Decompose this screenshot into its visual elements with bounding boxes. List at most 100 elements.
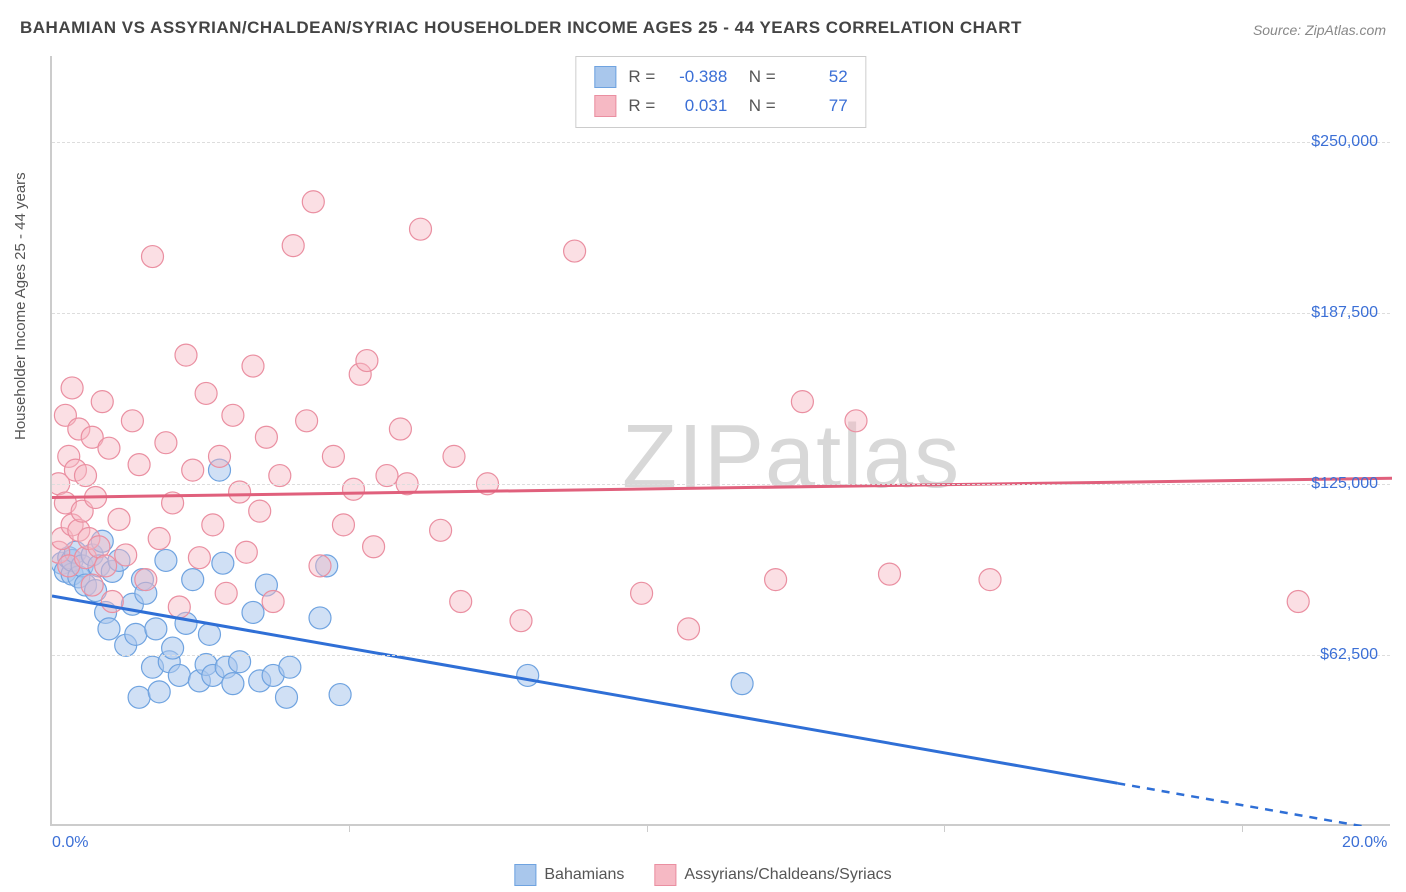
data-point [61, 377, 83, 399]
data-point [430, 519, 452, 541]
correlation-stats-box: R = -0.388 N = 52 R = 0.031 N = 77 [575, 56, 866, 128]
gridline-h [52, 142, 1390, 143]
data-point [222, 404, 244, 426]
stat-n-label: N = [739, 63, 775, 92]
data-point [98, 437, 120, 459]
stat-r-value-1: -0.388 [667, 63, 727, 92]
data-point [262, 591, 284, 613]
data-point [98, 618, 120, 640]
x-tick [944, 824, 945, 832]
legend-label-1: Bahamians [544, 866, 624, 884]
data-point [309, 607, 331, 629]
data-point [410, 218, 432, 240]
x-tick-label: 20.0% [1342, 834, 1387, 852]
legend-item-series2: Assyrians/Chaldeans/Syriacs [654, 864, 891, 886]
data-point [309, 555, 331, 577]
data-point [128, 686, 150, 708]
legend-swatch-1 [514, 864, 536, 886]
stats-row-series1: R = -0.388 N = 52 [594, 63, 847, 92]
source-attribution: Source: ZipAtlas.com [1253, 22, 1386, 38]
legend-item-series1: Bahamians [514, 864, 624, 886]
data-point [81, 574, 103, 596]
data-point [389, 418, 411, 440]
data-point [175, 344, 197, 366]
data-point [765, 569, 787, 591]
stat-n-label: N = [739, 92, 775, 121]
gridline-h [52, 313, 1390, 314]
data-point [282, 235, 304, 257]
data-point [135, 569, 157, 591]
data-point [1287, 591, 1309, 613]
stat-n-value-2: 77 [788, 92, 848, 121]
gridline-h [52, 484, 1390, 485]
data-point [155, 432, 177, 454]
data-point [142, 246, 164, 268]
data-point [182, 459, 204, 481]
data-point [979, 569, 1001, 591]
data-point [242, 601, 264, 623]
stat-r-value-2: 0.031 [667, 92, 727, 121]
data-point [276, 686, 298, 708]
y-tick-label: $62,500 [1320, 646, 1378, 664]
data-point [279, 656, 301, 678]
data-point [564, 240, 586, 262]
data-point [879, 563, 901, 585]
gridline-h [52, 655, 1390, 656]
y-tick-label: $125,000 [1311, 475, 1378, 493]
data-point [242, 355, 264, 377]
data-point [115, 544, 137, 566]
stats-row-series2: R = 0.031 N = 77 [594, 92, 847, 121]
legend-label-2: Assyrians/Chaldeans/Syriacs [684, 866, 891, 884]
data-point [182, 569, 204, 591]
data-point [791, 391, 813, 413]
data-point [121, 410, 143, 432]
x-tick [647, 824, 648, 832]
data-point [296, 410, 318, 432]
data-point [249, 500, 271, 522]
data-point [209, 445, 231, 467]
data-point [188, 547, 210, 569]
data-point [631, 582, 653, 604]
x-tick-label: 0.0% [52, 834, 88, 852]
x-tick [1242, 824, 1243, 832]
swatch-series1 [594, 66, 616, 88]
data-point [363, 536, 385, 558]
data-point [202, 514, 224, 536]
trend-line [52, 596, 1117, 783]
data-point [128, 454, 150, 476]
data-point [235, 541, 257, 563]
data-point [329, 684, 351, 706]
swatch-series2 [594, 95, 616, 117]
trend-line [52, 478, 1392, 497]
data-point [255, 426, 277, 448]
data-point [343, 478, 365, 500]
data-point [195, 382, 217, 404]
data-point [517, 664, 539, 686]
data-point [148, 528, 170, 550]
data-point [91, 391, 113, 413]
data-point [212, 552, 234, 574]
data-point [148, 681, 170, 703]
x-tick [349, 824, 350, 832]
scatter-svg [52, 56, 1392, 826]
stat-n-value-1: 52 [788, 63, 848, 92]
data-point [678, 618, 700, 640]
data-point [302, 191, 324, 213]
data-point [510, 610, 532, 632]
data-point [222, 673, 244, 695]
bottom-legend: Bahamians Assyrians/Chaldeans/Syriacs [514, 864, 891, 886]
stat-r-label: R = [628, 92, 655, 121]
trend-line-extrapolated [1117, 783, 1392, 826]
data-point [450, 591, 472, 613]
data-point [168, 664, 190, 686]
data-point [845, 410, 867, 432]
data-point [215, 582, 237, 604]
data-point [145, 618, 167, 640]
data-point [198, 623, 220, 645]
legend-swatch-2 [654, 864, 676, 886]
data-point [322, 445, 344, 467]
data-point [168, 596, 190, 618]
chart-plot-area: ZIPatlas R = -0.388 N = 52 R = 0.031 N =… [50, 56, 1390, 826]
data-point [125, 623, 147, 645]
data-point [155, 549, 177, 571]
